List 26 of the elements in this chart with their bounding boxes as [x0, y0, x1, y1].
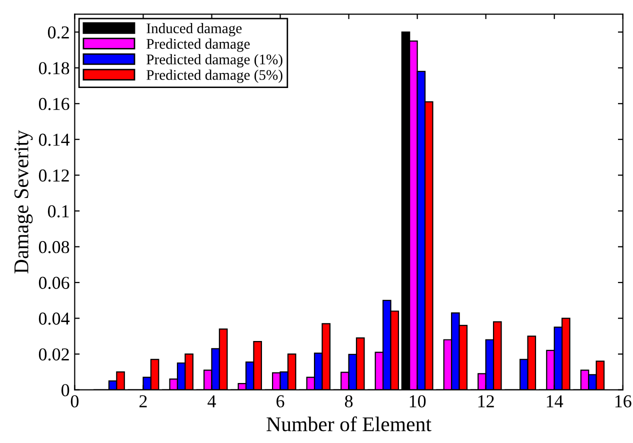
x-axis-title: Number of Element: [266, 416, 432, 432]
x-tick-label: 2: [139, 395, 147, 408]
y-tick-label: 0.06: [38, 276, 70, 290]
y-tick-label: 0.02: [38, 348, 69, 361]
y-tick-label: 0.18: [38, 62, 70, 74]
x-tick-label: 6: [276, 395, 284, 408]
legend-label: Predicted damage (1%): [146, 54, 282, 68]
x-tick-label: 12: [478, 395, 494, 408]
y-axis-title: Damage Severity: [14, 130, 33, 274]
y-tick-label: 0.04: [38, 312, 70, 325]
legend-label: Predicted damage (5%): [146, 70, 282, 83]
legend-label: Predicted damage: [146, 38, 250, 52]
x-tick-label: 14: [546, 395, 564, 408]
x-tick-label: 0: [70, 395, 79, 408]
x-tick-label: 8: [344, 395, 353, 408]
y-tick-label: 0.1: [48, 205, 69, 218]
x-tick-label: 10: [410, 395, 426, 408]
y-tick-label: 0.08: [38, 240, 70, 254]
y-tick-label: 0: [61, 384, 70, 396]
x-tick-label: 16: [615, 395, 632, 408]
y-tick-label: 0.12: [38, 169, 69, 182]
legend-label: Induced damage: [146, 23, 242, 36]
y-tick-label: 0.16: [38, 98, 70, 110]
y-tick-label: 0.2: [48, 26, 69, 39]
x-tick-label: 4: [208, 395, 216, 408]
y-tick-label: 0.14: [38, 134, 70, 146]
